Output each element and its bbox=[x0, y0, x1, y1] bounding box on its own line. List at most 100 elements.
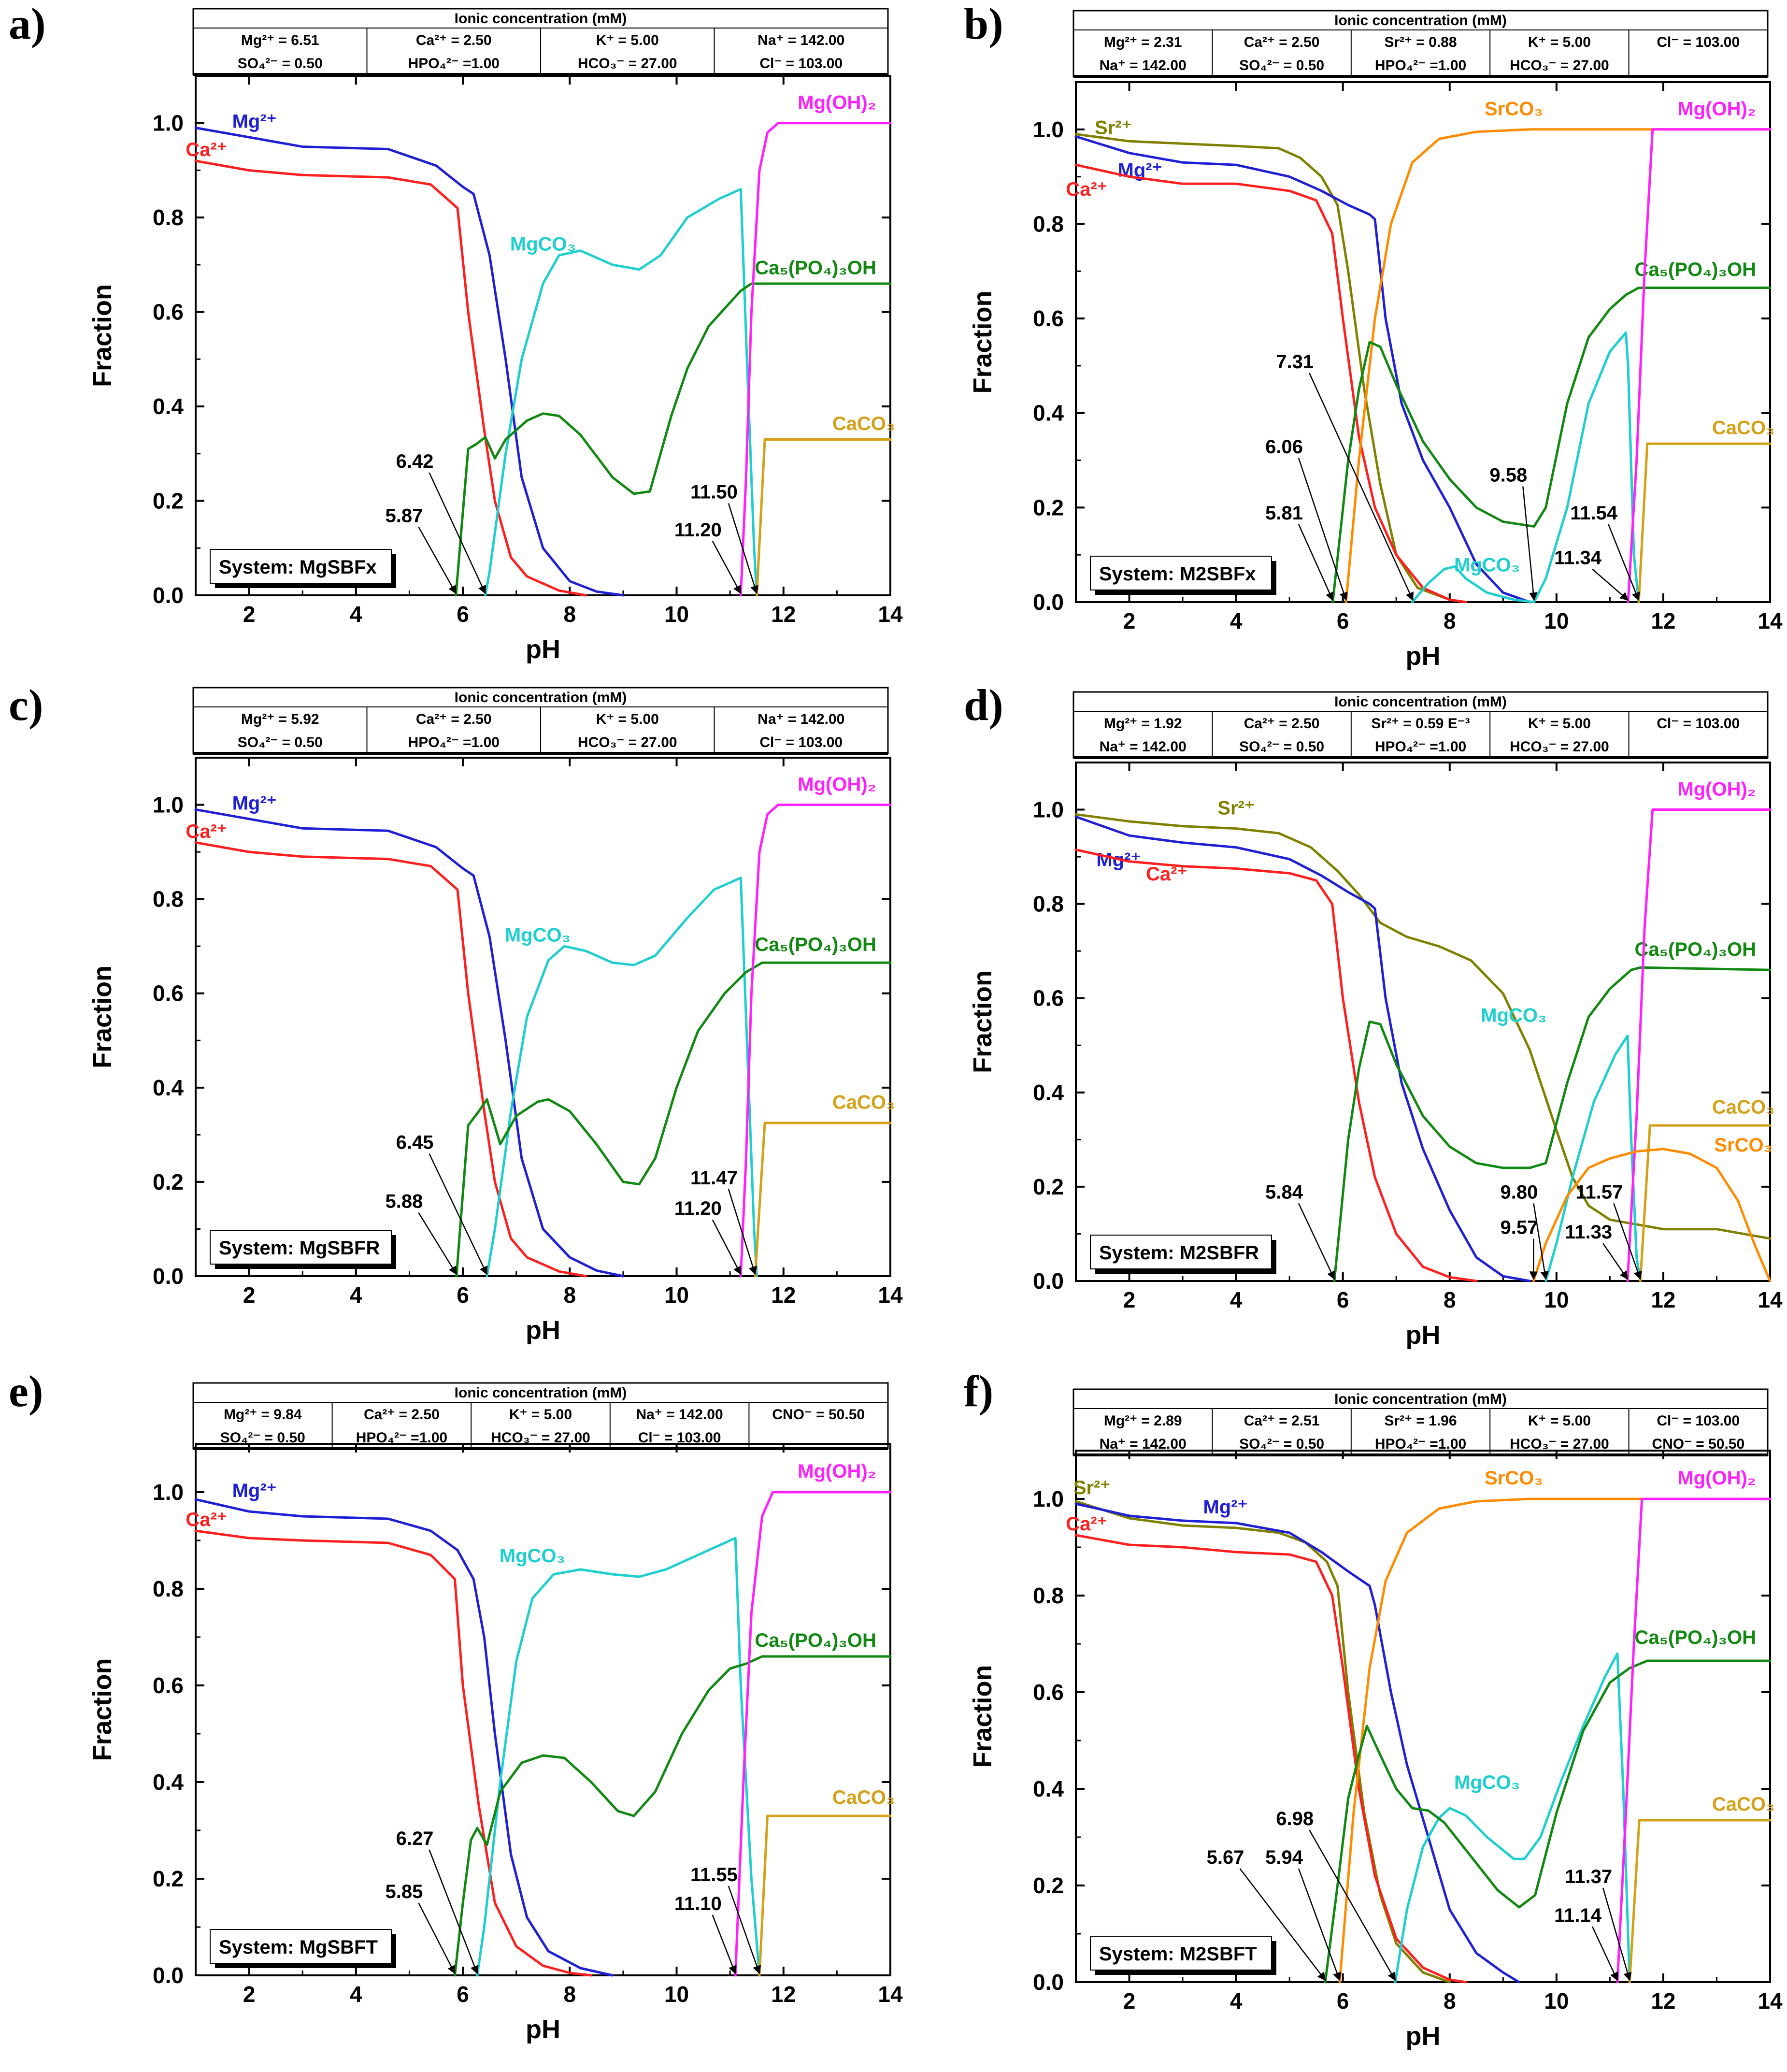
annotation-arrow bbox=[1239, 1868, 1326, 1981]
annotation-label: 11.10 bbox=[674, 1893, 722, 1914]
y-tick-label: 1.0 bbox=[153, 111, 184, 136]
y-tick-label: 1.0 bbox=[153, 792, 184, 818]
system-label-box: System: M2SBFx bbox=[1090, 556, 1276, 595]
annotation-arrow bbox=[1613, 1203, 1642, 1280]
ionic-table-cell: HPO₄²⁻ =1.00 bbox=[408, 734, 500, 750]
system-label: System: M2SBFT bbox=[1099, 1943, 1257, 1965]
x-tick-label: 6 bbox=[1337, 1988, 1349, 2014]
annotation-label: 11.34 bbox=[1554, 547, 1602, 569]
ionic-table-title: Ionic concentration (mM) bbox=[455, 1385, 627, 1401]
x-tick-label: 2 bbox=[1123, 608, 1136, 633]
series-line bbox=[486, 877, 758, 1278]
ionic-table-cell: Sr²⁺ = 0.59 E⁻³ bbox=[1371, 716, 1470, 732]
annotation-arrow bbox=[429, 1153, 487, 1275]
series-label: SrCO₃ bbox=[1485, 98, 1543, 119]
annotation-label: 6.06 bbox=[1265, 436, 1303, 458]
y-tick-label: 0.0 bbox=[153, 1264, 184, 1289]
series-label: Ca₅(PO₄)₃OH bbox=[1635, 1627, 1756, 1648]
system-label: System: MgSBFR bbox=[219, 1237, 380, 1259]
x-tick-label: 4 bbox=[350, 1282, 362, 1308]
y-tick-label: 0.0 bbox=[153, 1963, 184, 1988]
y-tick-label: 0.6 bbox=[1033, 986, 1064, 1011]
y-tick-label: 1.0 bbox=[1033, 797, 1064, 822]
x-tick-label: 10 bbox=[1544, 1287, 1569, 1312]
ionic-table-cell: HPO₄²⁻ =1.00 bbox=[1375, 739, 1466, 755]
y-axis-label: Fraction bbox=[968, 290, 997, 393]
series-line bbox=[194, 127, 625, 597]
x-axis-label: pH bbox=[526, 635, 560, 664]
y-tick-label: 0.2 bbox=[1033, 495, 1064, 520]
series-line bbox=[1331, 287, 1772, 604]
x-tick-label: 4 bbox=[350, 1982, 362, 2007]
x-tick-label: 4 bbox=[1230, 608, 1243, 633]
series-label: Ca²⁺ bbox=[186, 821, 227, 842]
annotation-arrow bbox=[712, 1914, 737, 1974]
plot-frame bbox=[1075, 81, 1771, 603]
x-axis-label: pH bbox=[1406, 642, 1441, 671]
series-line bbox=[1074, 1534, 1467, 1984]
panel-label: b) bbox=[964, 0, 1003, 48]
y-tick-label: 0.4 bbox=[1033, 401, 1064, 426]
x-axis-label: pH bbox=[1406, 2022, 1441, 2051]
annotation-label: 7.31 bbox=[1276, 351, 1314, 373]
ionic-concentration-table: Ionic concentration (mM) Mg²⁺ = 2.31 Ca²⁺ … bbox=[1072, 10, 1769, 78]
series-label: CaCO₃ bbox=[1712, 1794, 1775, 1815]
x-tick-label: 2 bbox=[243, 1982, 256, 2007]
annotation-label: 11.47 bbox=[690, 1167, 738, 1189]
x-tick-label: 8 bbox=[564, 1282, 576, 1308]
series-label: Sr²⁺ bbox=[1095, 117, 1132, 139]
ionic-table-cell: SO₄²⁻ = 0.50 bbox=[238, 734, 323, 750]
series-line bbox=[1627, 128, 1772, 604]
series-label: Mg(OH)₂ bbox=[1677, 1468, 1756, 1489]
y-axis-label: Fraction bbox=[968, 1665, 997, 1768]
y-tick-label: 0.8 bbox=[1033, 892, 1064, 917]
ionic-table-title: Ionic concentration (mM) bbox=[1334, 694, 1507, 710]
series-label: Sr²⁺ bbox=[1073, 1477, 1111, 1498]
panel-label: f) bbox=[964, 1367, 993, 1416]
ionic-table-title: Ionic concentration (mM) bbox=[1334, 1391, 1507, 1407]
chart-panel-c: c) Ionic concentration (mM) Mg²⁺ = 5.92 Ca²… bbox=[9, 680, 903, 1345]
annotation-label: 11.55 bbox=[690, 1864, 738, 1885]
series-label: MgCO₃ bbox=[1454, 554, 1520, 576]
annotation-label: 11.20 bbox=[674, 519, 722, 541]
x-axis-label: pH bbox=[1406, 1321, 1441, 1350]
y-tick-label: 0.2 bbox=[1033, 1174, 1064, 1199]
system-label-box: System: MgSBFT bbox=[210, 1929, 396, 1968]
series-label: Mg(OH)₂ bbox=[798, 774, 876, 795]
series-label: Mg(OH)₂ bbox=[798, 1461, 876, 1482]
x-tick-label: 12 bbox=[1651, 608, 1675, 633]
y-tick-label: 0.4 bbox=[1033, 1080, 1064, 1105]
x-tick-label: 10 bbox=[664, 1982, 689, 2007]
y-tick-label: 0.0 bbox=[153, 583, 184, 608]
annotation-label: 11.37 bbox=[1565, 1866, 1612, 1887]
series-line bbox=[1628, 1819, 1772, 1984]
x-tick-label: 6 bbox=[457, 602, 469, 627]
ionic-table-cell: HCO₃⁻ = 27.00 bbox=[578, 56, 677, 72]
series-label: Sr²⁺ bbox=[1217, 797, 1255, 819]
annotation-label: 9.57 bbox=[1501, 1217, 1538, 1238]
y-tick-label: 0.8 bbox=[1033, 1583, 1064, 1608]
x-tick-label: 4 bbox=[350, 602, 362, 627]
series-line bbox=[1324, 1659, 1772, 1984]
ionic-concentration-table: Ionic concentration (mM) Mg²⁺ = 6.51 Ca²⁺ … bbox=[192, 8, 889, 76]
series-label: Ca²⁺ bbox=[1066, 1513, 1107, 1535]
ionic-table-cell: Ca²⁺ = 2.50 bbox=[364, 1407, 440, 1423]
x-tick-label: 8 bbox=[1444, 1988, 1456, 2014]
ionic-table-cell: HCO₃⁻ = 27.00 bbox=[1510, 739, 1609, 755]
y-tick-label: 0.0 bbox=[1033, 1268, 1064, 1294]
x-tick-label: 2 bbox=[243, 1282, 256, 1308]
ionic-table-cell: Cl⁻ = 103.00 bbox=[1657, 1413, 1740, 1429]
system-label: System: MgSBFT bbox=[219, 1937, 378, 1958]
ionic-table-cell: Cl⁻ = 103.00 bbox=[759, 734, 843, 750]
annotation-arrow bbox=[1602, 1887, 1632, 1981]
x-tick-label: 6 bbox=[457, 1982, 469, 2007]
x-tick-label: 14 bbox=[878, 1982, 903, 2007]
x-tick-label: 14 bbox=[1758, 608, 1783, 633]
annotation-arrow bbox=[1298, 1203, 1335, 1280]
y-tick-label: 0.4 bbox=[153, 1770, 184, 1795]
annotation-arrow bbox=[1309, 373, 1414, 601]
ionic-table-cell: SO₄²⁻ = 0.50 bbox=[1239, 739, 1324, 755]
y-tick-label: 0.8 bbox=[153, 887, 184, 912]
ionic-table-cell: Mg²⁺ = 2.89 bbox=[1104, 1413, 1182, 1429]
chart-panel-d: d) Ionic concentration (mM) Mg²⁺ = 1.92 Ca²… bbox=[964, 680, 1783, 1350]
